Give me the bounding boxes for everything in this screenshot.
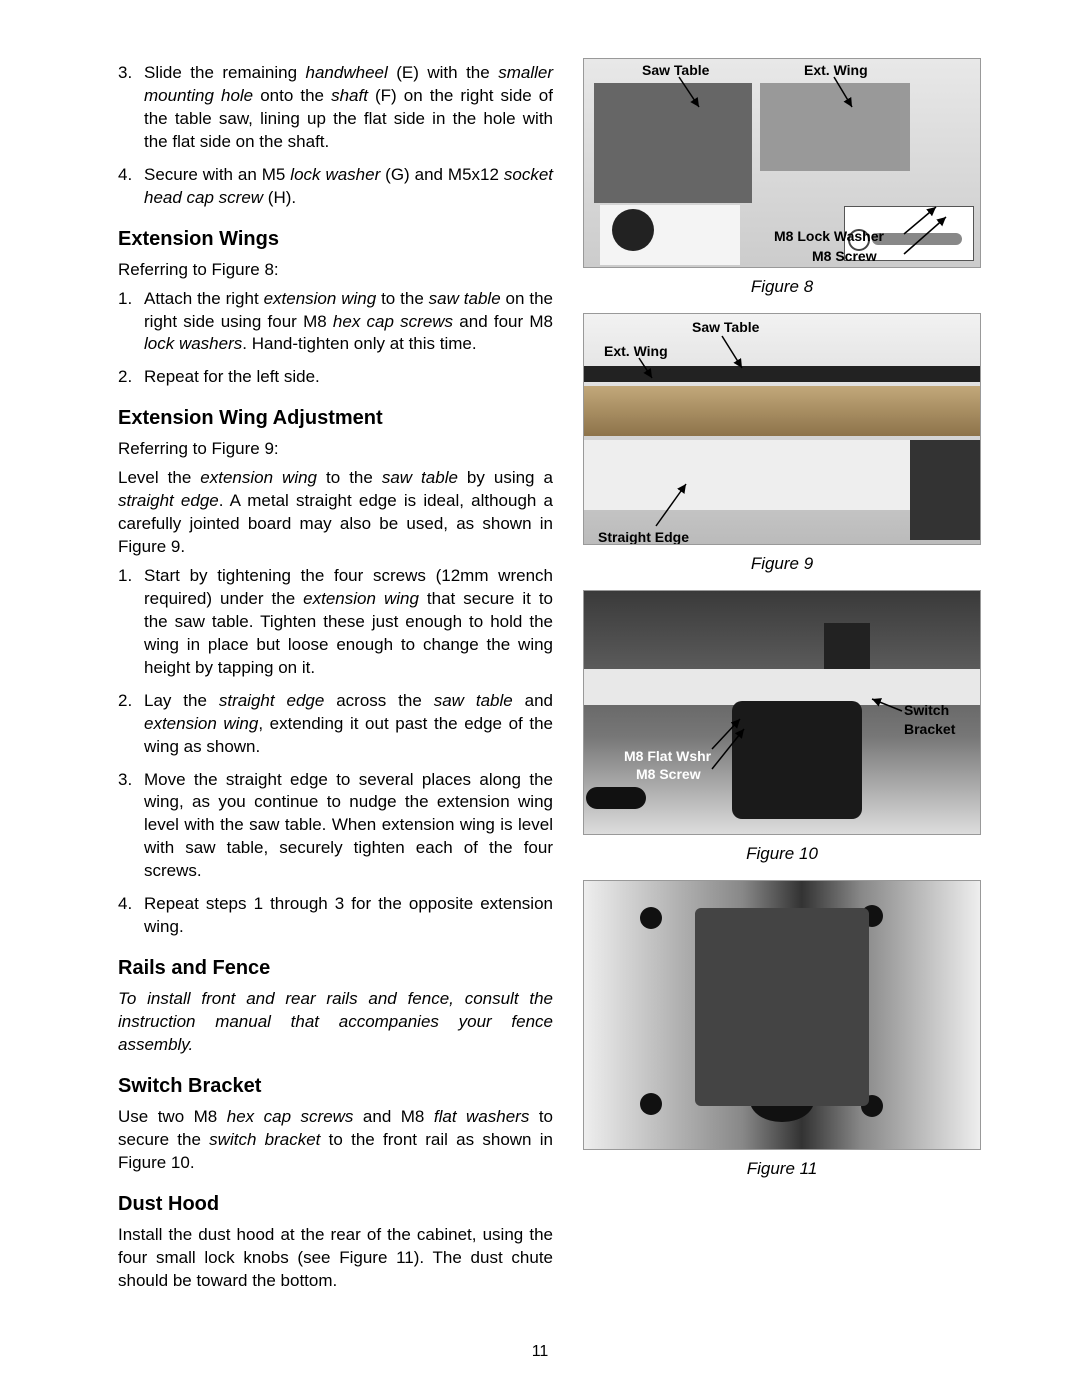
page-number: 11	[0, 1341, 1080, 1363]
figure-label: Saw Table	[692, 318, 759, 337]
figure-label: M8 Screw	[636, 765, 701, 784]
ref-figure-9: Referring to Figure 9:	[118, 438, 553, 461]
figure-8-caption: Figure 8	[751, 276, 813, 299]
figure-label: Straight Edge	[598, 528, 689, 545]
heading-extension-wings: Extension Wings	[118, 226, 553, 253]
list-item: Slide the remaining handwheel (E) with t…	[118, 62, 553, 154]
list-item: Start by tightening the four screws (12m…	[118, 565, 553, 680]
paragraph-dust-hood: Install the dust hood at the rear of the…	[118, 1224, 553, 1293]
lock-knob	[640, 1093, 662, 1115]
figure-label: Ext. Wing	[604, 342, 668, 361]
figure-8: Saw Table Ext. Wing M8 Lock WasherM8 Screw	[583, 58, 981, 268]
figure-10-caption: Figure 10	[746, 843, 818, 866]
figure-label: M8 Lock Washer	[774, 227, 884, 246]
figure-label: M8 Screw	[812, 247, 877, 266]
ref-figure-8: Referring to Figure 8:	[118, 259, 553, 282]
list-item: Move the straight edge to several places…	[118, 769, 553, 884]
paragraph-rails-fence: To install front and rear rails and fenc…	[118, 988, 553, 1057]
right-column: Saw TableExt. WingM8 Lock WasherM8 Screw…	[583, 58, 981, 1299]
figure-9-caption: Figure 9	[751, 553, 813, 576]
lock-knob	[861, 1095, 883, 1117]
list-item: Lay the straight edge across the saw tab…	[118, 690, 553, 759]
numbered-list-3: Start by tightening the four screws (12m…	[118, 565, 553, 939]
heading-rails-fence: Rails and Fence	[118, 955, 553, 982]
lock-knob	[861, 905, 883, 927]
figure-11	[583, 880, 981, 1150]
heading-switch-bracket: Switch Bracket	[118, 1073, 553, 1100]
figure-label: Saw Table	[642, 61, 709, 80]
paragraph-leveling: Level the extension wing to the saw tabl…	[118, 467, 553, 559]
list-item: Repeat steps 1 through 3 for the opposit…	[118, 893, 553, 939]
numbered-list-2: Attach the right extension wing to the s…	[118, 288, 553, 390]
figure-10: SwitchBracket M8 Flat WshrM8 Screw	[583, 590, 981, 835]
figure-9: Saw Table Ext. Wing Straight Edge	[583, 313, 981, 545]
lock-knob	[640, 907, 662, 929]
heading-dust-hood: Dust Hood	[118, 1191, 553, 1218]
figure-label: SwitchBracket	[904, 701, 955, 739]
list-item: Repeat for the left side.	[118, 366, 553, 389]
figure-label: M8 Flat Wshr	[624, 747, 711, 766]
numbered-list-1: Slide the remaining handwheel (E) with t…	[118, 62, 553, 210]
figure-label: Ext. Wing	[804, 61, 868, 80]
heading-extension-wing-adjustment: Extension Wing Adjustment	[118, 405, 553, 432]
paragraph-switch-bracket: Use two M8 hex cap screws and M8 flat wa…	[118, 1106, 553, 1175]
figure-11-caption: Figure 11	[747, 1158, 818, 1181]
left-column: Slide the remaining handwheel (E) with t…	[118, 58, 553, 1299]
list-item: Secure with an M5 lock washer (G) and M5…	[118, 164, 553, 210]
list-item: Attach the right extension wing to the s…	[118, 288, 553, 357]
